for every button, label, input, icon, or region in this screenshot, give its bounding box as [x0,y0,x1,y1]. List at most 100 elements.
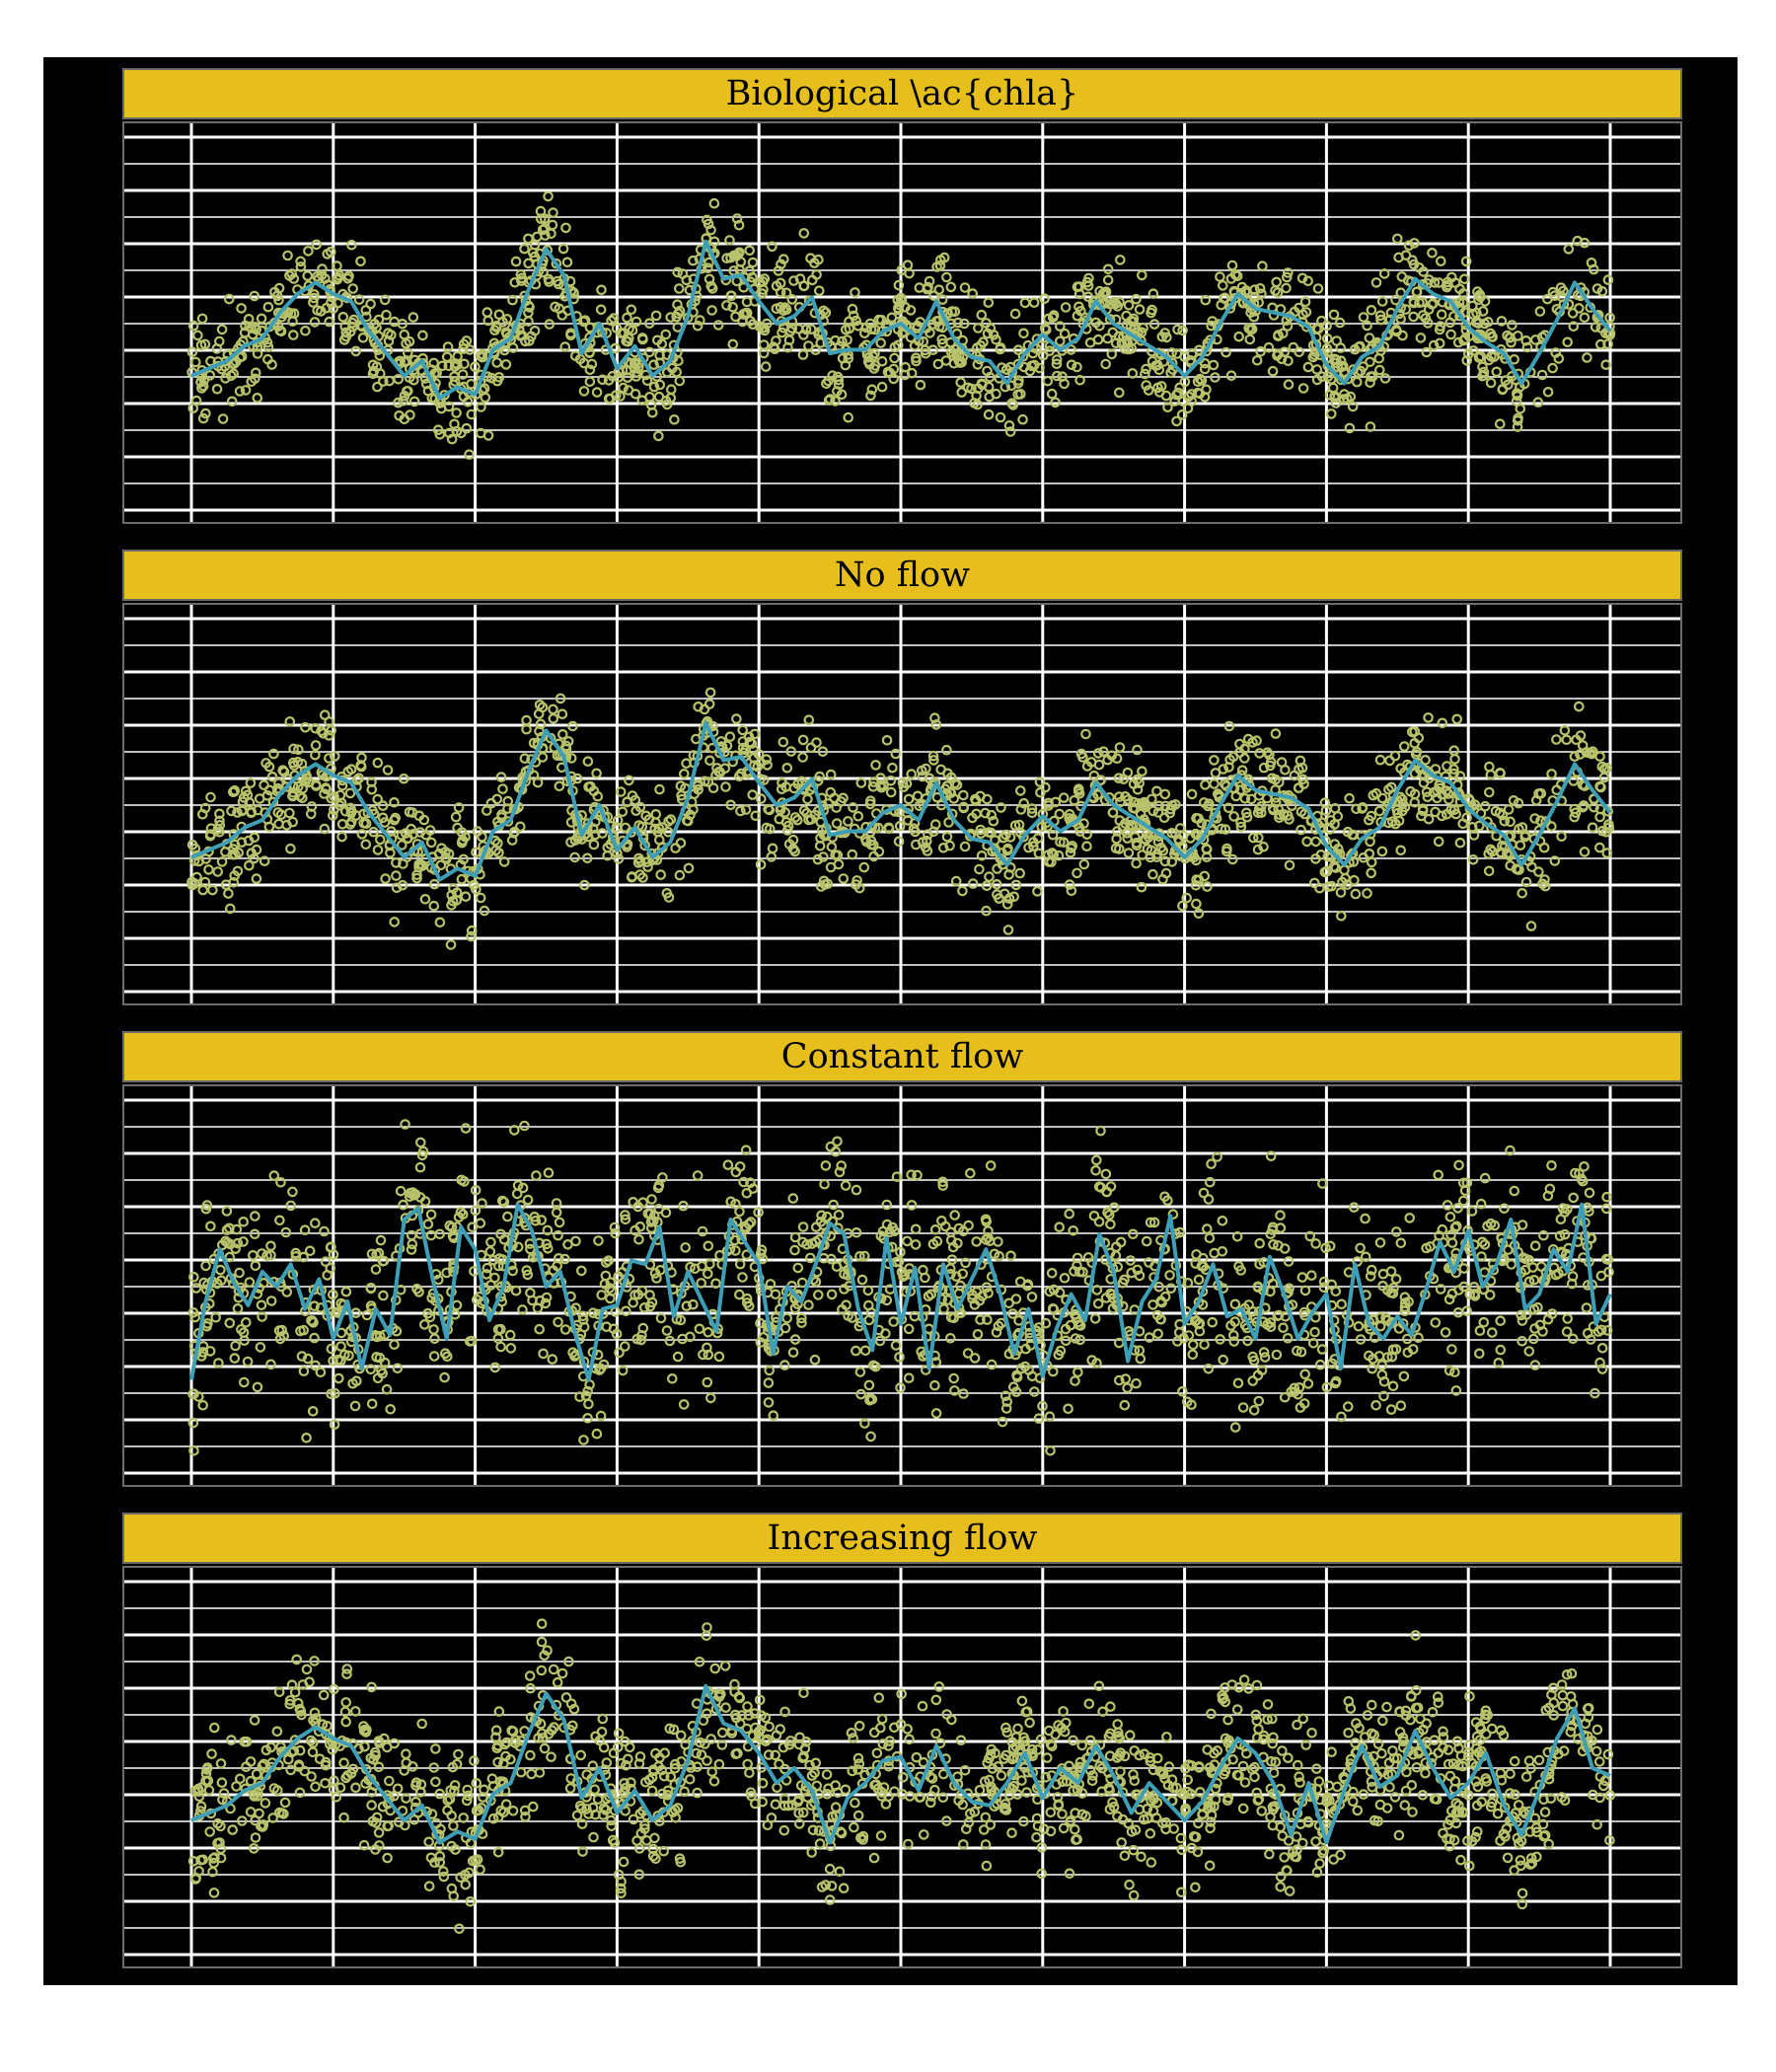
observation-point [933,321,945,333]
observation-point [843,353,854,364]
observation-point [195,339,207,351]
observation-point [1148,319,1160,330]
observation-point [698,1349,708,1361]
observation-point [377,800,389,811]
observation-point [1326,408,1337,419]
observation-point [200,407,211,419]
observation-point [261,790,273,801]
observation-point [1567,1333,1579,1345]
observation-point [613,1728,625,1739]
observation-point [1544,1183,1556,1195]
observation-point [930,1728,941,1739]
observation-point [996,1770,1007,1781]
observation-point [1507,320,1517,331]
observation-point [239,1376,250,1388]
observation-point [1514,1838,1524,1849]
observation-point [703,699,715,709]
observation-point [738,1176,749,1188]
observation-point [1209,778,1220,789]
observation-point [1355,1242,1366,1254]
observation-point [471,1295,482,1305]
observation-point [273,1325,285,1336]
observation-point [602,850,613,861]
observation-point [642,1208,654,1220]
observation-point [265,1359,276,1370]
observation-point [1183,391,1195,403]
observation-point [1258,1734,1269,1745]
observation-point [372,381,383,393]
observation-point [1075,748,1087,760]
observation-point [1523,1276,1535,1288]
observation-point [904,267,915,279]
observation-point [1366,867,1376,879]
observation-point [293,780,304,792]
observation-point [837,335,848,347]
observation-point [1275,1210,1286,1221]
observation-point [1256,807,1267,818]
observation-point [648,359,659,370]
observation-point [697,1260,707,1272]
observation-point [1102,263,1114,275]
observation-point [1302,1815,1313,1827]
observation-point [193,1391,204,1402]
observation-point [704,755,715,767]
observation-point [949,1385,960,1396]
observation-point [905,305,917,316]
observation-point [396,830,407,841]
observation-point [1014,785,1026,796]
observation-point [1365,421,1376,432]
observation-point [298,1366,310,1376]
observation-point [1600,359,1611,370]
observation-point [1064,1208,1074,1220]
observation-point [1270,728,1282,739]
observation-point [1292,1719,1302,1731]
observation-point [1203,1194,1215,1205]
observation-point [644,1290,655,1300]
observation-point [1450,1385,1462,1396]
observation-point [1357,802,1369,813]
observation-point [703,1240,714,1252]
observation-point [556,729,568,740]
observation-point [429,368,440,379]
observation-point [1275,1871,1287,1883]
observation-point [851,1345,861,1357]
observation-point [637,333,648,345]
observation-point [1047,312,1059,323]
observation-point [1515,840,1526,851]
observation-point [758,1332,770,1343]
observation-point [288,743,299,755]
observation-point [1350,888,1362,900]
observation-point [460,1879,472,1890]
observation-point [441,1351,453,1363]
observation-point [1470,1776,1482,1787]
observation-point [206,1748,217,1759]
observation-point [633,820,644,831]
observation-point [1111,753,1123,764]
observation-point [1034,777,1046,787]
observation-point [724,235,735,246]
observation-point [714,1250,725,1261]
observation-point [536,1636,548,1648]
fitted-line [190,239,1612,401]
observation-point [877,1225,889,1237]
observation-point [744,736,756,748]
observation-point [650,310,662,322]
observation-point [242,1356,254,1368]
observation-point [1148,1217,1160,1228]
observation-point [1302,361,1314,373]
observation-point [1459,273,1470,285]
observation-point [999,1390,1011,1402]
observation-point [279,1797,291,1809]
observation-point [1241,807,1252,819]
observation-point [1479,1172,1491,1184]
observation-point [747,257,759,268]
observation-point [1443,794,1454,805]
observation-point [1427,1707,1439,1718]
observation-point [1124,1730,1136,1740]
observation-point [257,1760,268,1772]
observation-point [1508,795,1519,806]
observation-point [906,367,918,379]
observation-point [764,1365,775,1376]
observation-point [368,826,379,838]
observation-point [937,1180,948,1191]
